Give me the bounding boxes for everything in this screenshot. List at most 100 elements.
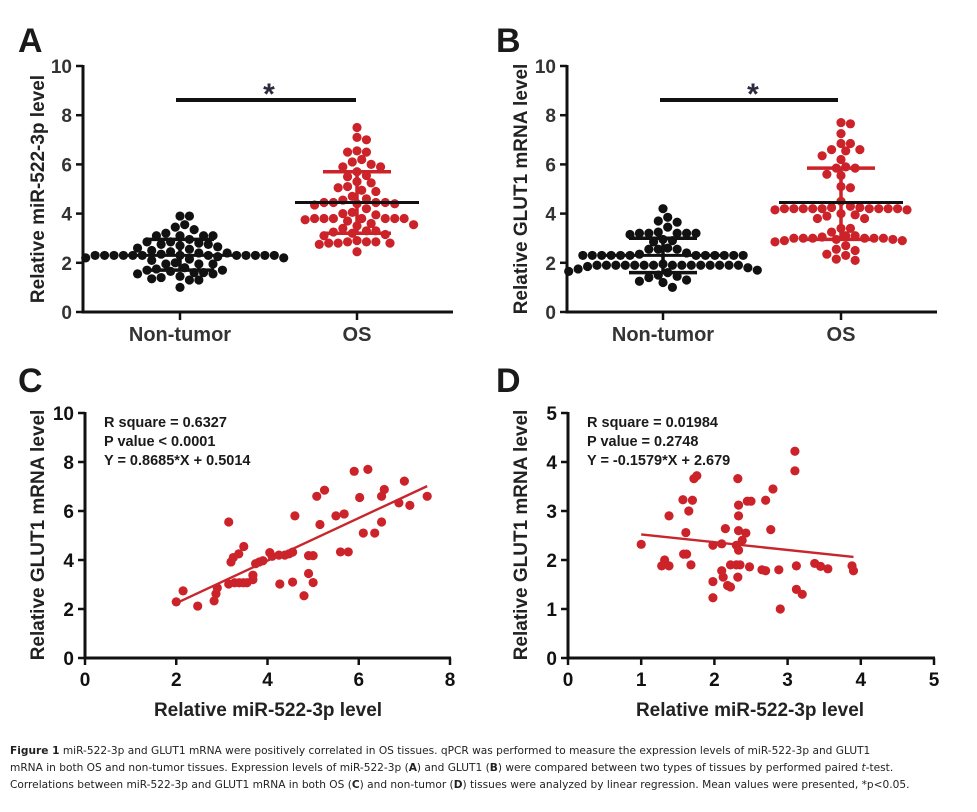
data-point-non-tumor [203,239,213,249]
y-tick-label: 2 [545,254,556,275]
x-axis-title: Relative miR-522-3p level [154,700,382,721]
data-point [735,560,745,570]
data-point [791,561,801,571]
data-point-non-tumor [175,282,185,292]
data-point-os [845,183,856,193]
data-point-non-tumor [729,250,739,261]
data-point-os [831,244,841,254]
category-label-non-tumor: Non-tumor [612,324,714,346]
data-point-non-tumor [189,224,199,235]
data-point-non-tumor [719,250,729,261]
data-point-os [342,216,353,226]
data-point-os [779,236,790,246]
data-point [234,549,244,559]
data-point-os [371,210,381,220]
category-label-non-tumor: Non-tumor [129,324,231,346]
data-point-os [333,183,343,193]
data-point-os [347,207,357,217]
data-point [422,491,432,501]
data-point-os [371,237,381,247]
data-point-non-tumor [170,258,180,268]
data-point-non-tumor [147,274,157,284]
data-point-non-tumor [279,253,289,263]
caption-figure-label: Figure 1 [10,745,60,757]
data-point [687,495,698,505]
data-point [684,506,694,516]
data-point-os [408,220,419,230]
data-point-non-tumor [644,228,654,238]
data-point [678,495,688,505]
data-point [766,525,776,535]
data-point-os [361,237,372,247]
y-tick-label: 6 [545,155,556,176]
data-marks [564,117,912,292]
data-point [636,539,646,549]
data-point-non-tumor [653,227,663,237]
data-point-os [357,185,367,195]
data-point-os [342,147,353,157]
data-point-os [328,213,339,224]
data-point-non-tumor [175,211,185,221]
data-point-os [822,169,832,179]
data-point [379,484,389,495]
data-point-non-tumor [109,250,119,261]
data-point-os [366,178,376,188]
caption-italic: t [861,762,866,774]
data-point-os [864,204,874,214]
x-tick-label: 6 [353,670,364,691]
data-point-os [841,240,851,251]
data-point-non-tumor [696,260,706,270]
data-point-non-tumor [634,228,645,238]
data-point-non-tumor [217,265,228,275]
data-point-non-tumor [705,260,715,270]
data-point-os [831,254,841,264]
data-point-os [333,238,343,248]
y-tick-label: 4 [63,551,74,572]
data-point-non-tumor [644,272,654,283]
data-point [823,564,833,574]
data-point [708,593,718,603]
data-point-non-tumor [578,250,588,261]
data-point-non-tumor [180,220,190,230]
data-point-os [874,204,884,214]
data-point-non-tumor [250,250,261,261]
data-point-os [902,205,912,215]
data-point-os [883,204,893,214]
data-point-non-tumor [597,250,607,261]
data-point-os [366,159,376,169]
significance-star: * [747,78,759,111]
data-point-non-tumor [601,260,612,270]
x-tick-label: 3 [782,670,793,691]
caption-line-1: Figure 1 miR-522-3p and GLUT1 mRNA were … [10,743,962,760]
data-point-os [366,218,376,229]
data-point-os [770,205,780,215]
data-point [193,601,203,611]
data-point-non-tumor [573,264,583,274]
caption-text: Correlations between miR-522-3p and GLUT… [10,779,352,791]
data-point [405,500,415,510]
y-axis-title: Relative GLUT1 mRNA level [28,410,49,661]
data-point-os [812,213,823,224]
panel-letter-b: B [496,22,521,60]
data-point-os [770,237,780,247]
data-point [692,471,702,481]
data-marks [81,122,419,292]
data-point-non-tumor [738,250,748,261]
data-point [761,566,771,576]
data-point-non-tumor [194,259,204,269]
y-tick-label: 2 [546,551,557,572]
data-point-os [836,117,846,128]
axes: 0 1 2 3 4 5 0 1 2 3 4 5 [546,404,939,691]
data-point-non-tumor [681,228,692,238]
data-point [733,572,743,582]
caption-text: ) and GLUT1 ( [416,762,490,774]
data-point-non-tumor [208,259,218,269]
caption-line-2: mRNA in both OS and non-tumor tissues. E… [10,760,962,777]
x-tick-label: 4 [856,670,867,691]
data-point [681,527,691,538]
data-point-os [808,204,818,214]
y-axis-title: Relative miR-522-3p level [28,75,49,303]
data-point-os [798,204,808,214]
data-point-os [798,233,808,243]
data-point-os [789,204,799,214]
